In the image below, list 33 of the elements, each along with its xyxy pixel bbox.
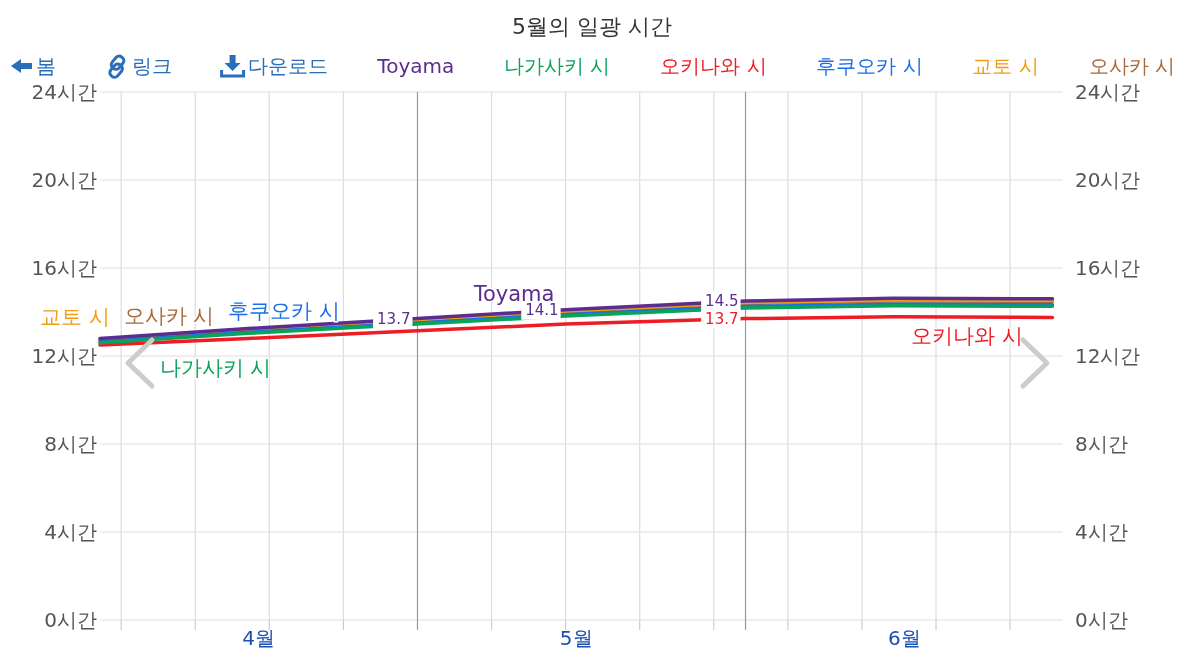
x-tick-label: 6월 bbox=[887, 626, 921, 650]
y-tick-label: 0시간 bbox=[44, 608, 97, 632]
text: 나가사키 시 bbox=[504, 54, 611, 78]
annotation: 14.5 bbox=[705, 292, 739, 310]
series-label: 후쿠오카 시 bbox=[228, 298, 341, 323]
text: 후쿠오카 시 bbox=[816, 54, 923, 78]
y2-tick-label: 20시간 bbox=[1075, 168, 1141, 192]
annotation: 13.7 bbox=[377, 309, 411, 328]
text: 오사카 시 bbox=[1088, 54, 1175, 78]
y-tick-label: 24시간 bbox=[31, 80, 97, 104]
annotation: 13.7 bbox=[705, 309, 739, 328]
series-label: 오키나와 시 bbox=[910, 324, 1023, 349]
x-tick-label: 4월 bbox=[242, 626, 276, 650]
y-tick-label: 20시간 bbox=[31, 168, 97, 192]
y2-tick-label: 0시간 bbox=[1075, 608, 1128, 632]
annotation: 14.1 bbox=[525, 300, 559, 319]
y-tick-label: 16시간 bbox=[31, 256, 97, 280]
series-label: 오사카 시 bbox=[123, 303, 215, 328]
chart-title: 5월의 일광 시간 bbox=[512, 14, 672, 39]
y2-tick-label: 16시간 bbox=[1075, 256, 1141, 280]
y2-tick-label: 4시간 bbox=[1075, 520, 1128, 544]
text: 교토 시 bbox=[972, 54, 1039, 78]
series-label: 나가사키 시 bbox=[159, 356, 272, 381]
y-tick-label: 12시간 bbox=[31, 344, 97, 368]
text: 오키나와 시 bbox=[660, 54, 767, 78]
y2-tick-label: 24시간 bbox=[1075, 80, 1141, 104]
x-tick-label: 5월 bbox=[559, 626, 593, 650]
y2-tick-label: 12시간 bbox=[1075, 344, 1141, 368]
series-label: 교토 시 bbox=[40, 304, 110, 329]
text: Toyama bbox=[377, 54, 455, 78]
y-tick-label: 4시간 bbox=[44, 520, 97, 544]
y2-tick-label: 8시간 bbox=[1075, 432, 1128, 456]
y-tick-label: 8시간 bbox=[44, 432, 97, 456]
